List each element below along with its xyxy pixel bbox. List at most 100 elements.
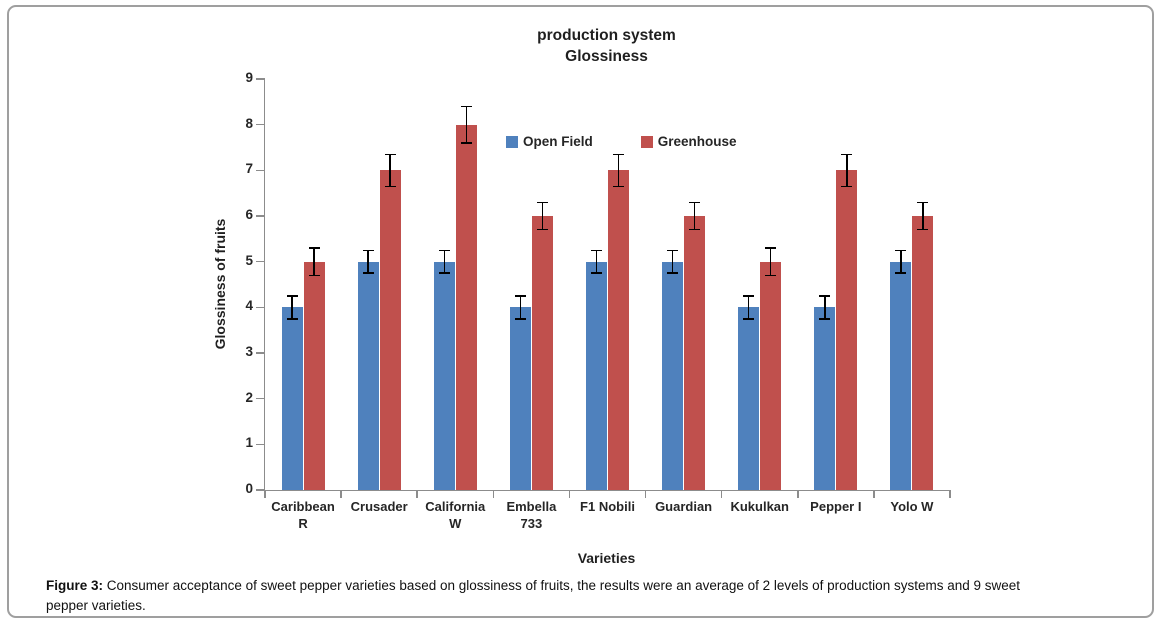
bar-open-field: [662, 261, 684, 490]
y-tick-label: 8: [245, 115, 253, 131]
y-tick-label: 5: [245, 252, 253, 268]
error-bar-cap: [819, 318, 831, 320]
y-tick-label: 6: [245, 207, 253, 222]
x-tick: [797, 490, 799, 498]
y-tick: [256, 489, 265, 491]
error-bar-cap: [286, 295, 298, 297]
bar-greenhouse: [303, 261, 325, 490]
y-tick-label: 7: [245, 161, 253, 177]
x-tick: [644, 490, 647, 498]
y-tick-label: 3: [245, 344, 253, 359]
legend-item-open-field: Open Field: [506, 134, 593, 149]
y-tick-label: 4: [245, 298, 253, 314]
bar-open-field: [814, 307, 836, 490]
y-tick-label: 1: [245, 435, 253, 451]
error-bar-cap: [514, 295, 526, 297]
error-bar-cap: [765, 274, 777, 277]
error-bar-cap: [743, 318, 755, 320]
y-tick: [256, 169, 265, 172]
bar-greenhouse: [608, 170, 629, 490]
error-bar-line: [617, 154, 620, 187]
legend-label-open-field: Open Field: [523, 134, 593, 149]
caption-label: Figure 3:: [46, 578, 104, 593]
bar-open-field: [281, 307, 303, 490]
bar-open-field: [890, 261, 912, 490]
bar-open-field: [738, 307, 760, 490]
error-bar-cap: [841, 153, 853, 156]
error-bar-cap: [743, 295, 755, 297]
error-bar-cap: [613, 153, 624, 156]
error-bar-line: [846, 154, 848, 187]
error-bar-line: [291, 295, 293, 319]
bar-greenhouse: [455, 124, 477, 490]
error-bar-line: [769, 247, 772, 276]
chart-title-line1: production system: [537, 27, 676, 44]
x-tick: [264, 490, 266, 498]
x-tick: [873, 490, 875, 498]
error-bar-cap: [308, 274, 320, 277]
error-bar-cap: [438, 249, 450, 251]
error-bar-line: [693, 202, 696, 230]
y-tick: [256, 443, 265, 446]
legend-swatch-greenhouse: [640, 135, 653, 148]
x-tick: [416, 490, 418, 498]
x-tick: [340, 490, 342, 498]
figure-caption: Figure 3: Consumer acceptance of sweet p…: [46, 576, 1048, 616]
y-tick: [256, 397, 265, 400]
y-tick: [256, 215, 265, 217]
error-bar-line: [747, 295, 750, 319]
error-bar-line: [443, 250, 446, 274]
x-category-label: Embella 733: [506, 499, 557, 531]
legend-item-greenhouse: Greenhouse: [640, 134, 737, 149]
error-bar-line: [519, 295, 522, 319]
y-tick-label: 0: [245, 481, 253, 496]
x-category-label: Crusader: [350, 499, 408, 514]
error-bar-cap: [895, 272, 907, 274]
legend: Open Field Greenhouse: [506, 134, 737, 149]
caption-text: Consumer acceptance of sweet pepper vari…: [46, 578, 1021, 613]
legend-swatch-open-field: [506, 135, 518, 148]
error-bar-cap: [536, 201, 548, 204]
legend-label-greenhouse: Greenhouse: [657, 134, 737, 149]
error-bar-cap: [667, 249, 679, 251]
chart-title-line2: Glossiness: [565, 48, 648, 65]
x-tick: [568, 490, 571, 498]
error-bar-line: [671, 250, 674, 274]
y-tick-label: 9: [245, 70, 253, 85]
error-bar-line: [367, 250, 369, 274]
error-bar-cap: [384, 185, 396, 188]
error-bar-cap: [286, 318, 298, 320]
x-category-label: Pepper I: [810, 499, 862, 514]
bar-greenhouse: [912, 216, 934, 490]
x-tick: [720, 490, 723, 498]
error-bar-cap: [460, 105, 472, 108]
error-bar-line: [465, 106, 468, 143]
error-bar-cap: [362, 249, 374, 251]
error-bar-cap: [536, 228, 548, 231]
bar-greenhouse: [836, 170, 858, 490]
error-bar-line: [541, 202, 544, 230]
bar-greenhouse: [531, 216, 553, 490]
error-bar-line: [824, 295, 826, 319]
x-axis-title: Varieties: [577, 550, 636, 566]
y-tick: [256, 78, 265, 80]
error-bar-line: [922, 202, 924, 230]
y-tick: [256, 123, 265, 126]
x-category-label: Caribbean R: [271, 499, 335, 531]
error-bar-cap: [591, 249, 602, 251]
error-bar-line: [595, 250, 598, 274]
error-bar-cap: [308, 247, 320, 249]
y-tick: [256, 352, 265, 354]
x-tick: [492, 490, 495, 498]
error-bar-cap: [667, 272, 679, 274]
bar-open-field: [433, 261, 455, 490]
bar-greenhouse: [379, 170, 401, 490]
chart-title: production system Glossiness: [264, 25, 949, 67]
x-category-label: F1 Nobili: [580, 499, 635, 514]
error-bar-cap: [765, 247, 777, 249]
error-bar-cap: [514, 318, 526, 320]
error-bar-cap: [689, 201, 701, 204]
error-bar-cap: [895, 249, 907, 251]
y-axis-title: Glossiness of fruits: [212, 218, 228, 350]
